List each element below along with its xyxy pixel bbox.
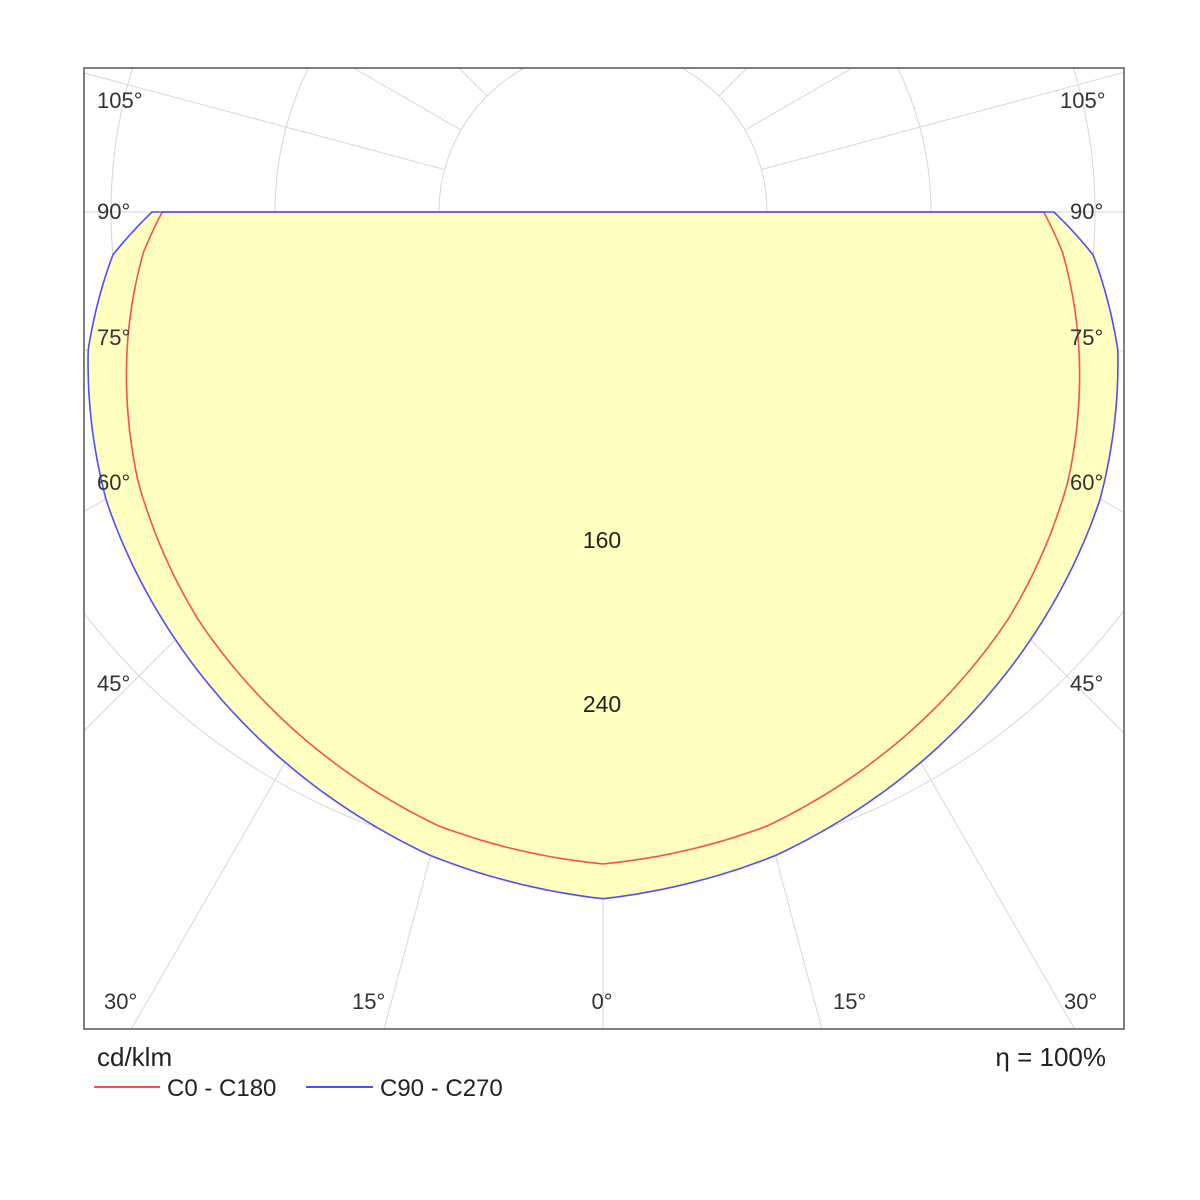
angle-labels: 105° 90° 75° 60° 45° 30° 15° 15° 30° 45° 60° 75° 90°… <box>97 88 1106 1014</box>
unit-label: cd/klm <box>97 1042 172 1072</box>
grid-spoke <box>645 0 861 54</box>
angle-label: 90° <box>1070 199 1103 224</box>
angle-label-center: 0° <box>591 989 612 1014</box>
series-c90-c270-curve <box>87 211 1119 900</box>
ring-label: 160 <box>583 527 621 553</box>
series-c0-c180-curve <box>125 211 1081 865</box>
grid-spoke <box>352 68 462 131</box>
angle-label: 75° <box>97 325 130 350</box>
efficiency-label: η = 100% <box>995 1042 1106 1072</box>
grid-spoke <box>458 68 488 97</box>
angle-label: 105° <box>97 88 143 113</box>
series-layer <box>87 211 1119 900</box>
angle-label: 60° <box>97 470 130 495</box>
grid-spoke <box>761 71 1124 171</box>
angle-label: 30° <box>104 989 137 1014</box>
grid-spoke <box>684 68 687 71</box>
distribution-fill <box>88 212 1118 899</box>
angle-label: 15° <box>352 989 385 1014</box>
ring-label: 240 <box>583 691 621 717</box>
legend-label-c90-c270: C90 - C270 <box>380 1075 503 1102</box>
angle-label: 15° <box>833 989 866 1014</box>
legend-label-c0-c180: C0 - C180 <box>167 1075 276 1102</box>
angle-label: 75° <box>1070 325 1103 350</box>
grid-spoke <box>344 0 560 54</box>
angle-label: 105° <box>1060 88 1106 113</box>
light-distribution-fill <box>88 212 1118 899</box>
angle-label: 30° <box>1064 989 1097 1014</box>
legend: C0 - C180 C90 - C270 <box>94 1075 503 1102</box>
angle-label: 45° <box>1070 671 1103 696</box>
plot-frame <box>83 67 1125 1030</box>
grid-spoke <box>744 68 854 131</box>
grid-spoke <box>718 68 748 97</box>
grid-spoke <box>84 72 445 171</box>
ring-labels: 160 240 <box>583 527 621 717</box>
angle-label: 45° <box>97 671 130 696</box>
angle-label: 90° <box>97 199 130 224</box>
angle-label: 60° <box>1070 470 1103 495</box>
grid-spoke <box>519 68 522 71</box>
